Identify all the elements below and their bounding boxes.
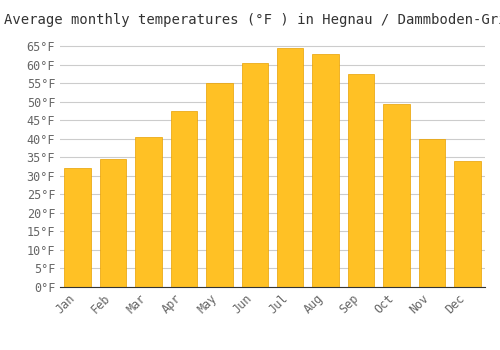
Bar <box>454 161 480 287</box>
Bar <box>418 139 445 287</box>
Title: Average monthly temperatures (°F ) in Hegnau / Dammboden-Grindel: Average monthly temperatures (°F ) in He… <box>4 13 500 27</box>
Bar <box>136 137 162 287</box>
Bar <box>312 54 339 287</box>
Bar <box>206 83 233 287</box>
Bar <box>242 63 268 287</box>
Bar <box>170 111 197 287</box>
Bar <box>64 168 91 287</box>
Bar <box>277 48 303 287</box>
Bar <box>348 74 374 287</box>
Bar <box>383 104 409 287</box>
Bar <box>100 159 126 287</box>
